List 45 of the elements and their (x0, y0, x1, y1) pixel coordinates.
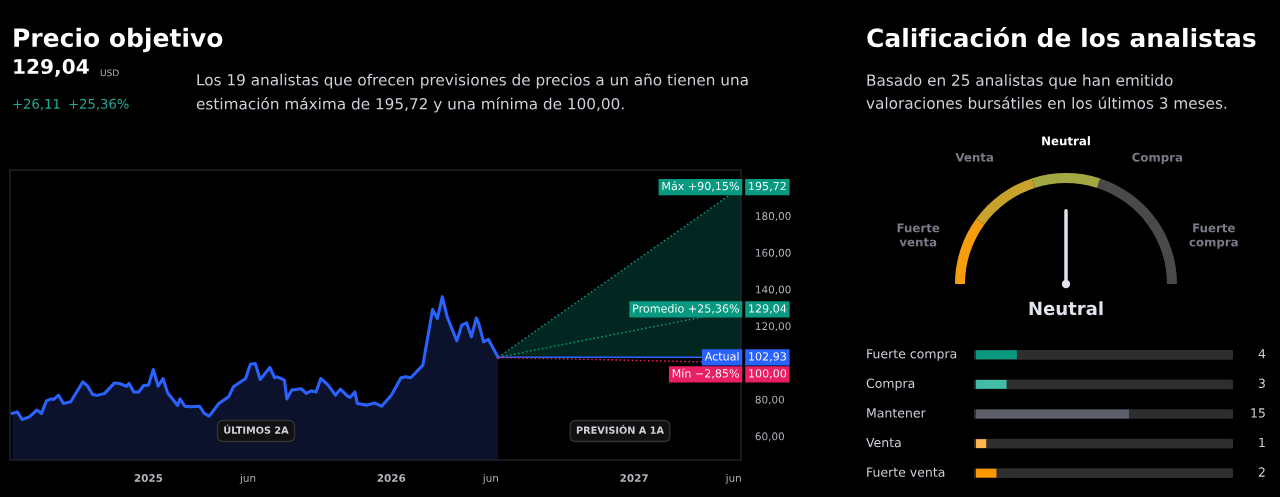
y-tick-label: 60,00 (755, 432, 785, 442)
data-label: 129,04 (749, 304, 787, 314)
x-tick-label: 2025 (134, 474, 163, 482)
text: Neutral (1029, 301, 1103, 316)
data-label: 4 (1258, 349, 1266, 359)
legend-label: Actual (704, 351, 739, 361)
y-tick-label: 140,00 (756, 285, 791, 295)
slice-label: Fuerte compra (1189, 223, 1238, 249)
y-tick-label: Compra (866, 378, 915, 391)
legend-label: Promedio +25,36% (633, 304, 739, 314)
chart-subtitle: Basado en 25 analistas que han emitido valoraciones bursátiles en los últimos 3 meses. (866, 74, 1227, 109)
y-tick-label: Fuerte compra (867, 349, 957, 361)
slice-label: Neutral (1042, 136, 1090, 146)
chart-title: Precio objetivo (14, 27, 223, 53)
x-tick-label: 2027 (620, 474, 648, 482)
slice-label: Compra (1132, 152, 1183, 164)
annotation: ÚLTIMOS 2A (224, 424, 289, 434)
x-tick-label: jun (239, 473, 256, 484)
y-tick-label: Mantener (867, 408, 926, 418)
data-label: 3 (1258, 378, 1265, 389)
slice-label: Venta (955, 152, 993, 162)
y-tick-label: 80,00 (755, 395, 785, 405)
chart-title: Calificación de los analistas (867, 26, 1256, 48)
text: +25,36% (69, 98, 129, 111)
y-tick-label: 120,00 (756, 322, 791, 332)
x-tick-label: jun (725, 473, 741, 484)
data-label: 1 (1259, 437, 1265, 448)
text: USD (100, 69, 119, 77)
x-tick-label: 2026 (377, 474, 406, 482)
legend-label: Máx +90,15% (662, 181, 739, 192)
data-label: 102,93 (749, 352, 786, 362)
y-tick-label: Fuerte venta (867, 467, 945, 477)
data-label: 195,72 (749, 181, 786, 192)
chart-subtitle: Los 19 analistas que ofrecen previsiones de precios a un año tienen una estimación máxima de 195,72 y una mínima de 100,00. (196, 73, 748, 113)
data-label: 15 (1251, 408, 1265, 418)
data-label: 100,00 (749, 369, 787, 379)
x-tick-label: jun (482, 473, 499, 484)
y-tick-label: 180,00 (756, 212, 791, 222)
annotation: PREVISIÓN A 1A (576, 424, 664, 434)
y-tick-label: 160,00 (756, 248, 791, 258)
data-label: 2 (1258, 467, 1265, 477)
y-tick-label: Venta (866, 437, 901, 448)
text: +26,11 (13, 98, 60, 111)
text: 129,04 (14, 58, 89, 77)
legend-label: Mín −2,85% (672, 368, 739, 379)
